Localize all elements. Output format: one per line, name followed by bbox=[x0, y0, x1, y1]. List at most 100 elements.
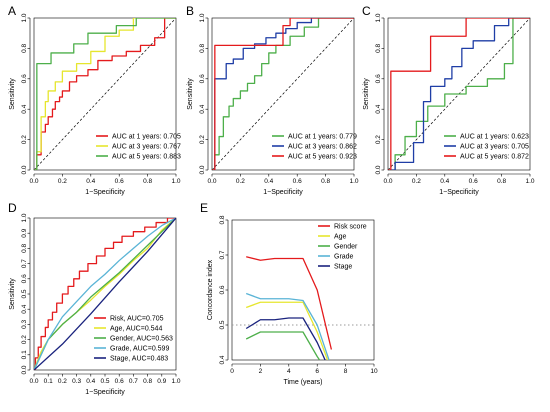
chart-d-x-axis-label: 1−Specificity bbox=[85, 389, 125, 396]
chart-c-series-line bbox=[388, 18, 530, 170]
chart-e-series-line bbox=[246, 256, 333, 350]
chart-e-x-tick-label: 6 bbox=[315, 368, 319, 375]
chart-c-y-tick-label: 1.0 bbox=[375, 13, 382, 22]
chart-d-plot: 0.0 0.1 0.2 0.3 0.4 0.5 0.6 0.7 0.8 0.9 1.0 0.0 0.1 0… bbox=[9, 213, 181, 396]
chart-c-legend-label: AUC at 1 years: 0.623 bbox=[460, 133, 529, 140]
panel-letter-c: C bbox=[362, 4, 371, 18]
chart-b-diagonal-line bbox=[211, 17, 355, 171]
chart-a-x-tick-label: 0.6 bbox=[115, 178, 124, 185]
chart-b-series-line bbox=[212, 18, 354, 170]
chart-c-x-tick-label: 0.0 bbox=[383, 178, 392, 185]
chart-a-y-tick-label: 0.0 bbox=[21, 165, 28, 174]
chart-b-legend-label: AUC at 5 years: 0.923 bbox=[288, 153, 357, 160]
chart-b-y-tick-label: 1.0 bbox=[199, 13, 206, 22]
chart-a-x-tick-label: 0.4 bbox=[86, 178, 95, 185]
chart-d-x-tick-label: 0.1 bbox=[44, 378, 53, 385]
chart-e-x-tick-label: 8 bbox=[344, 368, 348, 375]
chart-d-y-axis-label: Sensitivity bbox=[9, 278, 16, 310]
chart-e-series-line bbox=[245, 331, 321, 360]
chart-c-legend-label: AUC at 3 years: 0.705 bbox=[460, 143, 529, 150]
panel-d: D 0.0 0.1 0.2 0.3 0.4 0.5 0.6 0.7 0.8 0.9 1.00.00.… bbox=[8, 201, 181, 396]
chart-a-series-line bbox=[34, 18, 176, 170]
chart-b-x-axis-label: 1−Specificity bbox=[263, 189, 303, 196]
chart-a-x-tick-label: 0.0 bbox=[29, 178, 38, 185]
chart-d-y-tick-label: 0.2 bbox=[21, 335, 28, 344]
chart-e-frame bbox=[231, 219, 375, 361]
chart-d-frame bbox=[33, 217, 177, 371]
chart-b-x-tick-label: 0.0 bbox=[207, 178, 216, 185]
chart-b-y-tick-label: 0.0 bbox=[199, 165, 206, 174]
chart-a-x-tick-label: 0.2 bbox=[58, 178, 67, 185]
chart-a-frame bbox=[33, 17, 177, 171]
chart-a-legend-label: AUC at 1 years: 0.705 bbox=[112, 133, 181, 140]
chart-d-x-tick-label: 1.0 bbox=[171, 378, 180, 385]
chart-a-y-tick-label: 0.8 bbox=[21, 44, 28, 53]
chart-c-plot: 0.0 0.2 0.4 0.6 0.8 1.0 0.0 0.2 0.4 0.6 0.8 1.0 1−Sp… bbox=[363, 13, 535, 196]
chart-d-legend-label: Risk, AUC=0.705 bbox=[110, 315, 164, 322]
chart-e-x-tick-label: 0 bbox=[230, 368, 234, 375]
chart-b-series-line bbox=[212, 18, 354, 170]
chart-d-series-line bbox=[34, 218, 176, 370]
chart-e-y-tick-label: 0.4 bbox=[219, 355, 226, 364]
chart-c-x-tick-label: 0.6 bbox=[469, 178, 478, 185]
chart-d-y-tick-label: 0.1 bbox=[21, 350, 28, 359]
chart-d-y-tick-label: 0.0 bbox=[21, 365, 28, 374]
chart-e-series-line bbox=[245, 301, 329, 360]
chart-d-legend-label: Age, AUC=0.544 bbox=[110, 325, 162, 332]
chart-a-x-axis-label: 1−Specificity bbox=[85, 189, 125, 196]
chart-a-series-line bbox=[34, 18, 176, 170]
chart-d-series-line bbox=[34, 218, 176, 370]
chart-a-plot: 0.0 0.2 0.4 0.6 0.8 1.0 0.0 0.2 0.4 0.6 0.8 1.0 1−Sp… bbox=[9, 13, 181, 196]
chart-d-y-tick-label: 0.8 bbox=[21, 244, 28, 253]
chart-e-y-tick-label: 0.6 bbox=[219, 285, 226, 294]
chart-e-x-tick-label: 10 bbox=[370, 368, 378, 375]
chart-b-plot: 0.0 0.2 0.4 0.6 0.8 1.0 0.0 0.2 0.4 0.6 0.8 1.0 1−Sp… bbox=[187, 13, 359, 196]
chart-c-frame bbox=[387, 17, 531, 171]
chart-c-y-tick-label: 0.0 bbox=[375, 165, 382, 174]
chart-e-legend-label: Risk score bbox=[334, 223, 367, 230]
chart-e-legend-label: Age bbox=[334, 233, 347, 240]
panel-b: B 0.0 0.2 0.4 0.6 0.8 1.0 0.0 0.2 0.4 0.6 0.8 1.0 1−… bbox=[186, 4, 359, 196]
chart-d-y-tick-label: 0.7 bbox=[21, 259, 28, 268]
chart-e-y-tick-label: 0.5 bbox=[219, 320, 226, 329]
chart-d-x-tick-label: 0.9 bbox=[157, 378, 166, 385]
chart-d-y-tick-label: 0.4 bbox=[21, 304, 28, 313]
chart-a-x-tick-label: 0.8 bbox=[143, 178, 152, 185]
chart-e-x-tick-label: 4 bbox=[287, 368, 291, 375]
chart-c-x-tick-label: 0.8 bbox=[497, 178, 506, 185]
chart-b-y-tick-label: 0.6 bbox=[199, 74, 206, 83]
chart-a-y-axis-label: Sensitivity bbox=[9, 78, 16, 110]
chart-c-legend-label: AUC at 5 years: 0.872 bbox=[460, 153, 529, 160]
chart-e-legend-label: Stage bbox=[334, 263, 352, 270]
chart-b-legend-label: AUC at 1 years: 0.779 bbox=[288, 133, 357, 140]
chart-b-series-line bbox=[212, 18, 354, 170]
chart-c-series-line bbox=[388, 18, 530, 170]
chart-a-x-tick-label: 1.0 bbox=[171, 178, 180, 185]
chart-c-x-axis-label: 1−Specificity bbox=[439, 189, 479, 196]
chart-e-legend-label: Grade bbox=[334, 253, 354, 260]
panel-c: C 0.0 0.2 0.4 0.6 0.8 1.0 0.0 0.2 0.4 0.6 0.8 1.0 1−… bbox=[362, 4, 535, 196]
chart-d-series-line bbox=[34, 218, 176, 370]
chart-e-y-tick-label: 0.7 bbox=[219, 250, 226, 259]
chart-d-legend-label: Stage, AUC=0.483 bbox=[110, 355, 168, 362]
chart-c-y-axis-label: Sensitivity bbox=[363, 78, 370, 110]
chart-b-legend-label: AUC at 3 years: 0.862 bbox=[288, 143, 357, 150]
panel-letter-d: D bbox=[8, 201, 17, 215]
chart-e-series-line bbox=[245, 292, 330, 360]
chart-d-legend-label: Gender, AUC=0.563 bbox=[110, 335, 173, 342]
chart-a-y-tick-label: 0.6 bbox=[21, 74, 28, 83]
chart-c-x-tick-label: 0.4 bbox=[440, 178, 449, 185]
panel-letter-a: A bbox=[8, 4, 16, 18]
chart-b-x-tick-label: 0.4 bbox=[264, 178, 273, 185]
chart-b-x-tick-label: 1.0 bbox=[349, 178, 358, 185]
chart-b-x-tick-label: 0.2 bbox=[236, 178, 245, 185]
chart-a-y-tick-label: 0.2 bbox=[21, 135, 28, 144]
panel-letter-b: B bbox=[186, 4, 194, 18]
chart-d-x-tick-label: 0.4 bbox=[86, 378, 95, 385]
chart-e-legend-label: Gender bbox=[334, 243, 358, 250]
panel-letter-e: E bbox=[200, 201, 208, 215]
chart-d-x-tick-label: 0.6 bbox=[115, 378, 124, 385]
chart-b-y-tick-label: 0.8 bbox=[199, 44, 206, 53]
chart-c-y-tick-label: 0.4 bbox=[375, 104, 382, 113]
